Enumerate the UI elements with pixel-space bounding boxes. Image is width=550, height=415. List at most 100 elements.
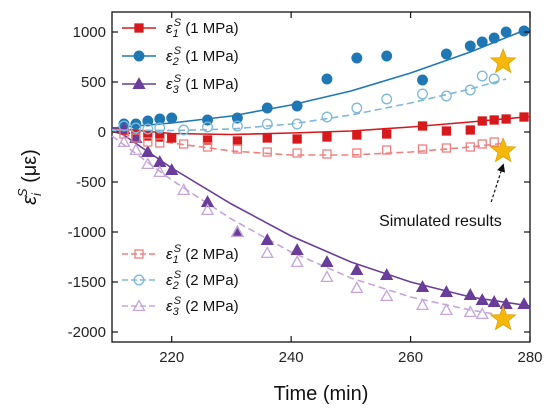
point-series-4-16 — [488, 73, 500, 85]
point-series-2-18 — [517, 297, 531, 310]
legend-label-5: ε3S (2 MPa) — [166, 295, 239, 318]
legend-entry-5: ε3S (2 MPa) — [122, 295, 239, 318]
point-series-0-18 — [519, 112, 529, 122]
data-markers — [117, 25, 531, 320]
x-tick-label-2: 260 — [398, 349, 423, 366]
legend-label-3: ε1S (2 MPa) — [166, 243, 239, 266]
simulated-star-1 — [489, 136, 517, 163]
y-tick-label-0: -2000 — [68, 324, 106, 341]
point-series-4-7 — [261, 118, 273, 130]
point-series-4-10 — [351, 102, 363, 114]
point-series-5-7 — [260, 246, 274, 259]
point-series-1-6 — [231, 112, 243, 124]
point-series-1-8 — [291, 100, 303, 112]
point-series-5-3 — [153, 165, 167, 178]
point-series-1-11 — [381, 50, 393, 62]
point-series-1-18 — [518, 25, 530, 37]
point-series-5-10 — [350, 281, 364, 294]
point-series-1-4 — [166, 112, 178, 124]
point-series-2-12 — [415, 280, 430, 293]
point-series-3-9 — [322, 149, 332, 159]
point-series-3-4 — [179, 139, 189, 149]
point-series-5-6 — [230, 225, 245, 238]
point-series-3-2 — [143, 137, 153, 147]
point-series-1-2 — [142, 115, 154, 127]
y-tick-label-3: -500 — [76, 174, 106, 191]
point-series-1-14 — [464, 40, 476, 52]
point-series-0-14 — [465, 125, 475, 135]
point-series-5-5 — [200, 203, 215, 216]
plot-frame — [111, 11, 531, 343]
legend-marker-2 — [132, 77, 146, 90]
point-series-1-15 — [476, 36, 488, 48]
x-tick-label-0: 220 — [159, 349, 184, 366]
point-series-5-15 — [475, 307, 489, 320]
point-series-3-10 — [352, 148, 362, 158]
point-series-2-10 — [350, 263, 364, 276]
point-series-1-9 — [321, 73, 333, 85]
legend-bottom: ε1S (2 MPa) ε2S (2 MPa) ε3S (2 MPa) — [122, 243, 239, 318]
legend-entry-0: ε1S (1 MPa) — [122, 17, 239, 40]
annotation-text: Simulated results — [379, 213, 502, 230]
point-series-3-5 — [202, 142, 213, 152]
point-series-4-6 — [231, 120, 243, 132]
legend-marker-4 — [133, 274, 145, 286]
point-series-3-12 — [417, 144, 428, 154]
point-series-2-2 — [141, 145, 155, 158]
legend-entry-1: ε2S (1 MPa) — [122, 45, 239, 68]
point-series-4-5 — [202, 121, 213, 133]
point-series-5-14 — [463, 305, 477, 318]
point-series-4-13 — [440, 90, 452, 102]
y-tick-label-6: 1000 — [73, 24, 106, 41]
point-series-2-0 — [117, 122, 131, 135]
point-series-2-15 — [475, 293, 489, 306]
annotation-arrow — [490, 163, 506, 203]
y-axis-title-sub: i — [29, 192, 44, 196]
point-series-2-16 — [487, 295, 501, 308]
point-series-3-14 — [465, 142, 475, 152]
point-series-3-15 — [477, 139, 487, 149]
point-series-4-1 — [130, 122, 142, 134]
point-series-2-6 — [230, 225, 245, 238]
point-series-0-3 — [155, 132, 165, 142]
point-series-5-0 — [117, 135, 131, 148]
point-series-4-12 — [417, 88, 428, 100]
point-series-3-11 — [382, 145, 392, 155]
legend-entry-4: ε2S (2 MPa) — [122, 269, 239, 292]
point-series-4-11 — [381, 93, 393, 105]
point-series-3-8 — [292, 148, 302, 158]
axis-ticks: 220 240 260 280 -2000 -1500 -1000 -500 0 500 1000 — [68, 12, 543, 366]
y-axis-title-sup: S — [15, 188, 30, 197]
legend-marker-3 — [134, 249, 144, 259]
point-series-3-3 — [155, 138, 165, 148]
simulated-star-0 — [489, 47, 517, 74]
point-series-0-2 — [143, 131, 153, 141]
y-axis-title: εiS (με) — [15, 149, 44, 205]
point-series-5-4 — [177, 183, 191, 196]
point-series-3-0 — [119, 129, 129, 139]
point-series-1-10 — [351, 52, 363, 64]
point-series-0-16 — [489, 115, 499, 125]
point-series-1-1 — [130, 118, 142, 130]
point-series-3-1 — [131, 133, 141, 143]
simulated-stars — [489, 47, 517, 331]
y-tick-label-4: 0 — [98, 124, 106, 141]
point-series-4-4 — [178, 124, 190, 136]
point-series-2-7 — [260, 233, 274, 246]
point-series-0-12 — [417, 121, 428, 131]
legend-entry-3: ε1S (2 MPa) — [122, 243, 239, 266]
point-series-2-5 — [200, 195, 215, 208]
point-series-0-8 — [292, 134, 302, 144]
fit-lines — [111, 27, 531, 315]
legend-label-0: ε1S (1 MPa) — [166, 17, 239, 40]
point-series-2-8 — [290, 243, 304, 256]
point-series-3-13 — [441, 143, 452, 153]
fit-line-series-5 — [111, 135, 495, 315]
y-tick-label-2: -1000 — [68, 224, 106, 241]
point-series-5-1 — [129, 143, 143, 156]
y-tick-label-1: -1500 — [68, 274, 106, 291]
x-tick-label-3: 280 — [517, 349, 542, 366]
point-series-5-13 — [439, 303, 454, 316]
legend-marker-0 — [134, 23, 144, 33]
point-series-4-2 — [142, 123, 154, 135]
